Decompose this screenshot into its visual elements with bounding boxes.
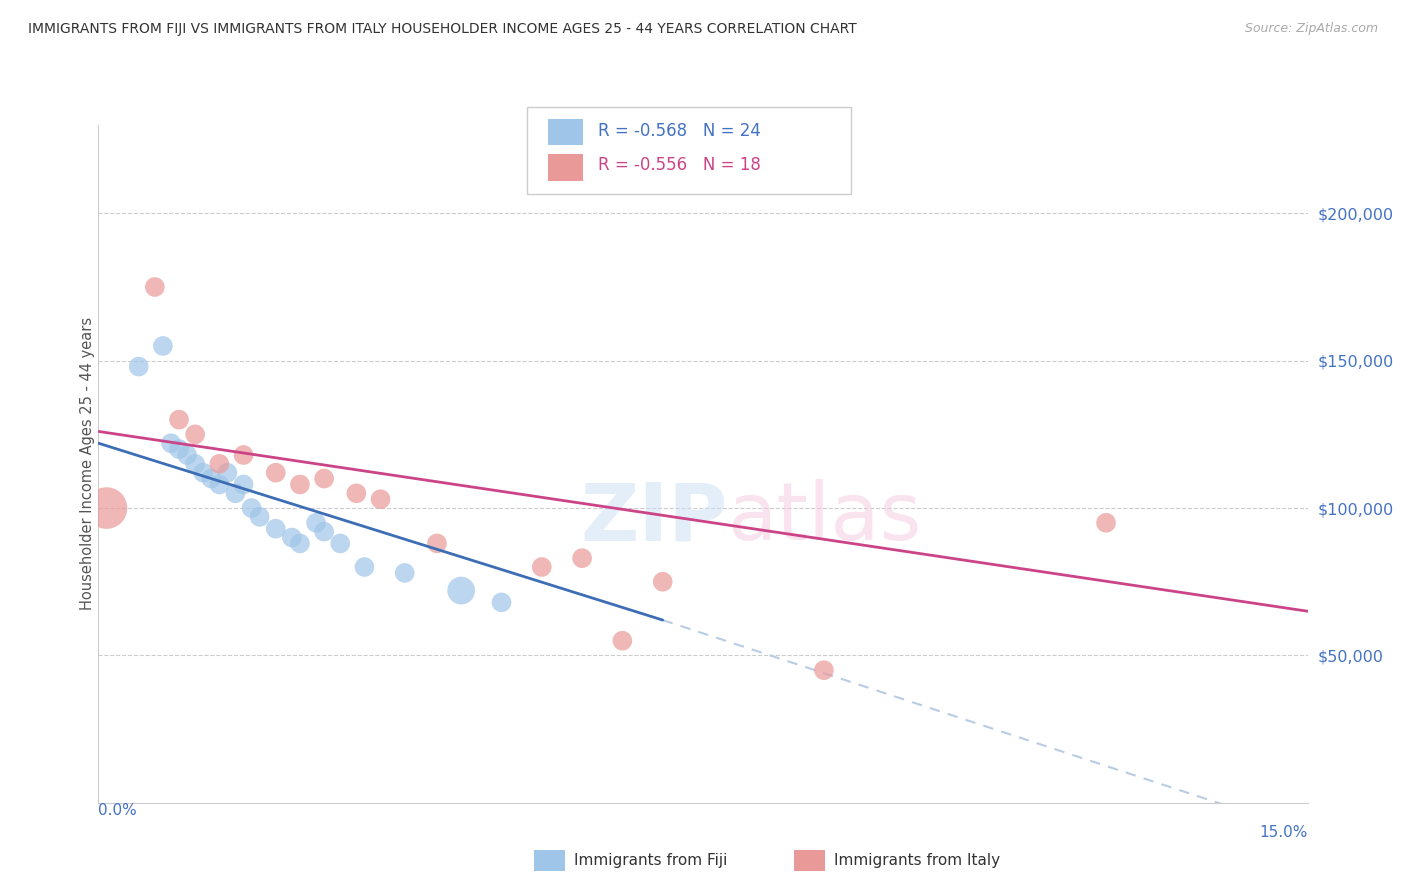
Point (176, 448, 198, 462)
Point (152, 339, 174, 353)
Point (571, 551, 593, 566)
Text: Immigrants from Italy: Immigrants from Italy (834, 854, 1000, 868)
Text: ZIP: ZIP (579, 479, 727, 558)
Point (96, 501, 118, 516)
Point (208, 477, 231, 491)
Point (314, 472, 336, 486)
Point (232, 477, 254, 491)
Text: Source: ZipAtlas.com: Source: ZipAtlas.com (1244, 22, 1378, 36)
Text: R = -0.568   N = 24: R = -0.568 N = 24 (598, 122, 761, 140)
Point (143, 280, 166, 294)
Point (264, 522, 287, 536)
Point (264, 466, 287, 480)
Point (651, 574, 673, 589)
Text: 0.0%: 0.0% (98, 803, 138, 818)
Point (1095, 516, 1118, 530)
Point (426, 536, 449, 550)
Point (184, 427, 207, 442)
Point (450, 583, 472, 598)
Point (344, 486, 367, 500)
Point (281, 531, 304, 545)
Point (160, 436, 183, 450)
Point (184, 457, 207, 471)
Point (491, 595, 513, 609)
Text: R = -0.556   N = 18: R = -0.556 N = 18 (598, 156, 761, 174)
Text: IMMIGRANTS FROM FIJI VS IMMIGRANTS FROM ITALY HOUSEHOLDER INCOME AGES 25 - 44 YE: IMMIGRANTS FROM FIJI VS IMMIGRANTS FROM … (28, 22, 856, 37)
Point (353, 560, 375, 574)
Point (193, 466, 215, 480)
Point (232, 448, 254, 462)
Point (530, 560, 553, 574)
Y-axis label: Householder Income Ages 25 - 44 years: Householder Income Ages 25 - 44 years (80, 318, 94, 610)
Text: atlas: atlas (727, 479, 921, 558)
Point (305, 516, 328, 530)
Point (167, 412, 190, 426)
Point (288, 477, 311, 491)
Point (612, 633, 634, 648)
Text: 15.0%: 15.0% (1260, 825, 1308, 840)
Point (288, 536, 311, 550)
Point (370, 492, 392, 507)
Point (329, 536, 352, 550)
Point (217, 466, 239, 480)
Point (224, 486, 246, 500)
Point (167, 442, 190, 456)
Point (394, 566, 416, 580)
Point (249, 509, 271, 524)
Point (314, 524, 336, 539)
Point (813, 663, 835, 677)
Point (200, 472, 222, 486)
Point (128, 359, 150, 374)
Text: Immigrants from Fiji: Immigrants from Fiji (574, 854, 727, 868)
Point (208, 457, 231, 471)
Point (240, 501, 263, 516)
